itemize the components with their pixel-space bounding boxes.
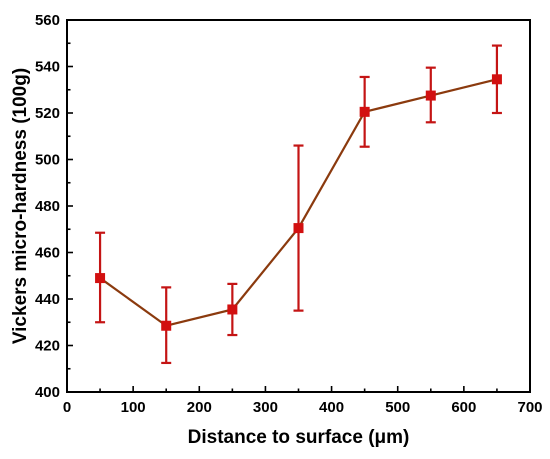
data-point-marker — [227, 304, 238, 315]
y-tick-label: 420 — [35, 338, 60, 355]
x-tick-label: 700 — [517, 399, 542, 416]
data-point-marker — [293, 223, 304, 234]
x-tick-label: 600 — [451, 399, 476, 416]
y-tick-label: 400 — [35, 384, 60, 401]
x-tick-label: 0 — [63, 399, 71, 416]
y-tick-label: 560 — [35, 12, 60, 29]
data-point-marker — [95, 273, 106, 284]
series-layer — [95, 44, 502, 365]
x-tick-label: 300 — [253, 399, 278, 416]
y-tick-label: 540 — [35, 59, 60, 76]
x-tick-label: 400 — [319, 399, 344, 416]
x-axis-title: Distance to surface (μm) — [188, 427, 410, 448]
y-tick-label: 520 — [35, 105, 60, 122]
x-tick-label: 500 — [385, 399, 410, 416]
data-point-marker — [491, 74, 502, 85]
x-tick-label: 200 — [187, 399, 212, 416]
y-axis-title: Vickers micro-hardness (100g) — [10, 68, 31, 344]
data-point-marker — [161, 320, 172, 331]
x-tick-label: 100 — [121, 399, 146, 416]
y-tick-label: 480 — [35, 198, 60, 215]
data-point-marker — [425, 90, 436, 101]
y-tick-label: 440 — [35, 291, 60, 308]
y-tick-label: 460 — [35, 245, 60, 262]
y-tick-label: 500 — [35, 152, 60, 169]
data-point-marker — [359, 106, 370, 117]
ticks: 0 100 200 300 400 500 600 700 400 420 440 460 480 500… — [35, 12, 543, 416]
